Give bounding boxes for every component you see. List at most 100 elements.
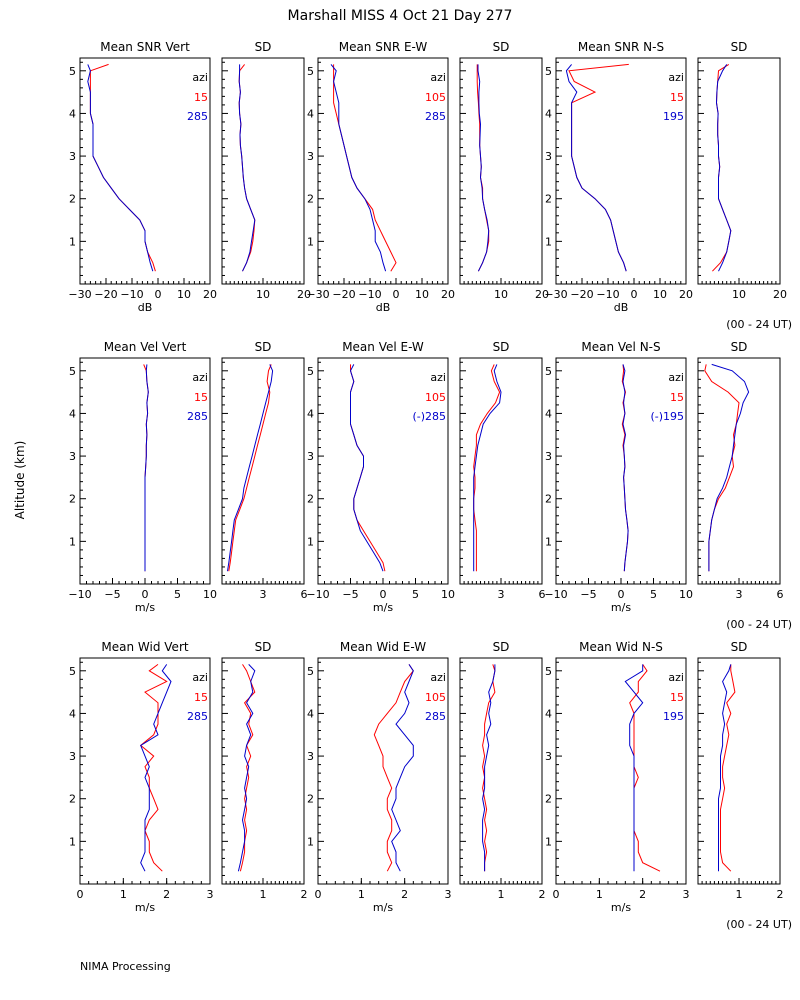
panel: Mean SNR N-S −30 −20 −10 0 10 20 1 2 3 4 5 dB azi 15 19… — [544, 40, 693, 314]
legend-series-b: 285 — [425, 110, 446, 123]
panel: Mean Vel E-W −10 −5 0 5 10 1 2 3 4 5 m/s azi 105 (-)28… — [306, 340, 455, 614]
legend-series-a: 15 — [194, 391, 208, 404]
panel-title: SD — [731, 40, 748, 54]
x-axis-label: dB — [138, 301, 153, 314]
plot-frame — [221, 657, 305, 885]
legend-header: azi — [430, 371, 446, 384]
x-tick-label: 6 — [777, 588, 784, 601]
x-tick-label: 2 — [301, 888, 308, 901]
plot-frame — [697, 357, 781, 585]
x-tick-label: 1 — [596, 888, 603, 901]
legend-series-a: 15 — [670, 91, 684, 104]
y-tick-label: 5 — [69, 665, 76, 678]
panel: Mean SNR E-W −30 −20 −10 0 10 20 1 2 3 4 5 dB azi 105 2… — [306, 40, 455, 314]
x-axis-label: m/s — [611, 601, 631, 614]
series-a-line — [139, 663, 168, 872]
x-tick-label: −10 — [544, 588, 567, 601]
plot-frame — [555, 657, 687, 885]
y-tick-label: 3 — [69, 450, 76, 463]
panel: Mean Vel N-S −10 −5 0 5 10 1 2 3 4 5 m/s azi 15 (-)195 — [544, 340, 693, 614]
y-tick-label: 2 — [69, 193, 76, 206]
x-tick-label: 2 — [639, 888, 646, 901]
legend-header: azi — [668, 371, 684, 384]
y-tick-label: 3 — [307, 150, 314, 163]
panel: SD 10 20 — [221, 40, 311, 301]
legend-series-a: 105 — [425, 391, 446, 404]
series-b-line — [349, 364, 384, 572]
x-tick-label: −20 — [570, 288, 593, 301]
panel-title: Mean Vel N-S — [581, 340, 660, 354]
x-tick-label: 10 — [679, 588, 693, 601]
y-tick-label: 3 — [307, 450, 314, 463]
x-tick-label: 1 — [736, 888, 743, 901]
x-axis-label: m/s — [135, 901, 155, 914]
x-tick-label: −10 — [306, 588, 329, 601]
legend-series-b: 195 — [663, 710, 684, 723]
panel: Mean Vel Vert −10 −5 0 5 10 1 2 3 4 5 m/s azi 15 285 — [68, 340, 217, 614]
legend-series-a: 105 — [425, 91, 446, 104]
y-tick-label: 2 — [545, 793, 552, 806]
plot-frame — [555, 357, 687, 585]
y-tick-label: 1 — [69, 535, 76, 548]
x-axis-label: m/s — [611, 901, 631, 914]
y-tick-label: 5 — [307, 65, 314, 78]
x-tick-label: −20 — [94, 288, 117, 301]
y-tick-label: 5 — [69, 365, 76, 378]
legend-series-b: 285 — [425, 710, 446, 723]
y-tick-label: 4 — [69, 707, 76, 720]
x-tick-label: 20 — [773, 288, 787, 301]
y-tick-label: 3 — [545, 450, 552, 463]
y-tick-label: 3 — [307, 750, 314, 763]
y-tick-label: 4 — [69, 407, 76, 420]
figure-title: Marshall MISS 4 Oct 21 Day 277 — [288, 8, 513, 24]
panel: SD 10 20 — [697, 40, 787, 301]
y-tick-label: 4 — [307, 407, 314, 420]
x-axis-label: m/s — [135, 601, 155, 614]
y-tick-label: 3 — [545, 750, 552, 763]
panel-title: SD — [493, 340, 510, 354]
legend-series-a: 15 — [670, 391, 684, 404]
y-tick-label: 4 — [307, 107, 314, 120]
legend-series-a: 15 — [194, 91, 208, 104]
x-tick-label: 20 — [679, 288, 693, 301]
legend-series-b: 285 — [187, 110, 208, 123]
x-axis-label: dB — [614, 301, 629, 314]
panel: SD 1 2 — [697, 640, 784, 901]
panel: Mean SNR Vert −30 −20 −10 0 10 20 1 2 3 4 5 dB azi 15 2… — [68, 40, 217, 314]
series-b-line — [227, 364, 274, 572]
legend-header: azi — [668, 671, 684, 684]
x-tick-label: −30 — [306, 288, 329, 301]
legend-series-a: 15 — [670, 691, 684, 704]
y-tick-label: 2 — [307, 193, 314, 206]
y-tick-label: 3 — [69, 150, 76, 163]
series-a-line — [238, 64, 256, 272]
y-axis-label: Altitude (km) — [13, 441, 27, 520]
panel-title: Mean Wid Vert — [101, 640, 188, 654]
y-tick-label: 4 — [545, 707, 552, 720]
x-tick-label: 3 — [207, 888, 214, 901]
x-axis-label: m/s — [373, 901, 393, 914]
x-tick-label: 1 — [358, 888, 365, 901]
x-tick-label: 20 — [297, 288, 311, 301]
x-axis-label: dB — [376, 301, 391, 314]
time-range-label: (00 - 24 UT) — [726, 318, 792, 331]
x-tick-label: 10 — [177, 288, 191, 301]
x-tick-label: 0 — [393, 288, 400, 301]
plot-frame — [79, 657, 211, 885]
time-range-label: (00 - 24 UT) — [726, 918, 792, 931]
legend-header: azi — [430, 71, 446, 84]
x-axis-label: m/s — [373, 601, 393, 614]
y-tick-label: 4 — [69, 107, 76, 120]
x-tick-label: 10 — [732, 288, 746, 301]
y-tick-label: 2 — [545, 193, 552, 206]
legend-series-b: (-)195 — [650, 410, 684, 423]
panel: SD 3 6 — [459, 340, 546, 601]
x-tick-label: 6 — [539, 588, 546, 601]
series-b-line — [391, 664, 414, 872]
x-tick-label: 5 — [650, 588, 657, 601]
panel-title: SD — [493, 640, 510, 654]
series-b-line — [140, 664, 172, 872]
plot-frame — [697, 57, 781, 285]
